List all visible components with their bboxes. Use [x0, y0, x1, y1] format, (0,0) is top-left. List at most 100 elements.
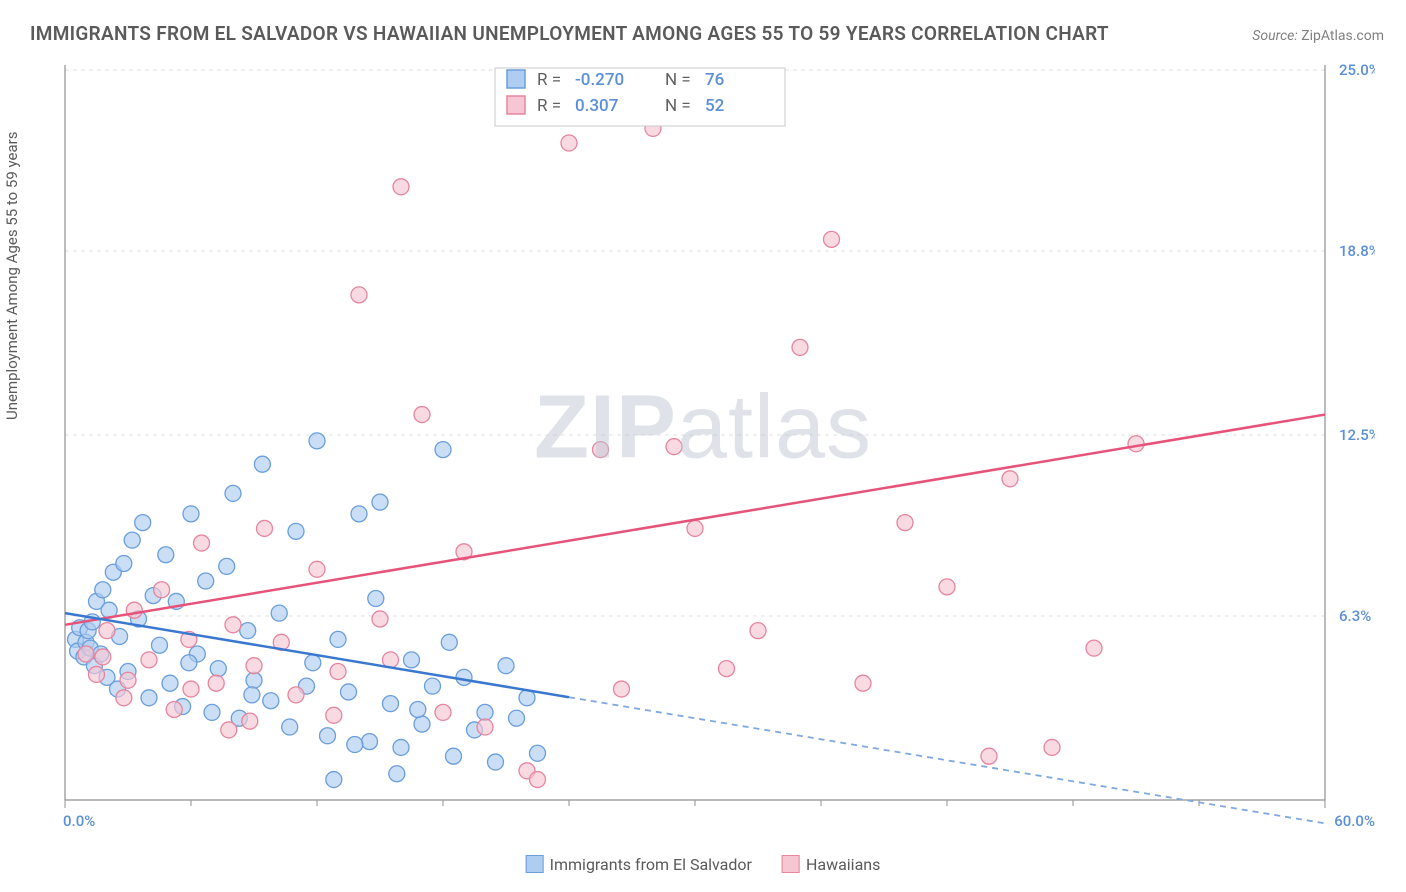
scatter-point — [1128, 436, 1144, 452]
scatter-point — [288, 687, 304, 703]
scatter-point — [666, 439, 682, 455]
scatter-point — [309, 433, 325, 449]
legend-swatch — [526, 855, 544, 873]
legend-n-value: 52 — [705, 96, 725, 116]
source-value: ZipAtlas.com — [1301, 28, 1384, 44]
scatter-point — [1044, 739, 1060, 755]
scatter-point — [135, 515, 151, 531]
scatter-point — [897, 515, 913, 531]
legend-swatch — [507, 70, 525, 88]
scatter-point — [530, 745, 546, 761]
legend-r-label: R = — [537, 70, 561, 90]
scatter-point — [477, 704, 493, 720]
scatter-point — [183, 681, 199, 697]
scatter-point — [254, 456, 270, 472]
scatter-point — [939, 579, 955, 595]
scatter-point — [1086, 640, 1102, 656]
trend-line-hawaiians — [65, 415, 1325, 625]
scatter-point — [141, 690, 157, 706]
scatter-point — [414, 716, 430, 732]
chart-title: IMMIGRANTS FROM EL SALVADOR VS HAWAIIAN … — [30, 22, 1109, 45]
scatter-point — [488, 754, 504, 770]
scatter-chart: 25.0%18.8%12.5%6.3%0.0%60.0%R =-0.270N =… — [55, 60, 1375, 840]
scatter-point — [326, 772, 342, 788]
legend-r-value: -0.270 — [575, 70, 624, 90]
legend-swatch — [507, 96, 525, 114]
scatter-point — [225, 485, 241, 501]
scatter-point — [855, 675, 871, 691]
scatter-point — [152, 637, 168, 653]
scatter-point — [824, 231, 840, 247]
scatter-point — [351, 287, 367, 303]
scatter-point — [441, 634, 457, 650]
scatter-point — [372, 611, 388, 627]
scatter-point — [351, 506, 367, 522]
legend-n-value: 76 — [705, 70, 724, 90]
scatter-point — [158, 547, 174, 563]
scatter-point — [330, 631, 346, 647]
scatter-point — [116, 690, 132, 706]
scatter-point — [208, 675, 224, 691]
scatter-point — [242, 713, 258, 729]
legend-item: Immigrants from El Salvador — [526, 855, 752, 874]
legend-swatch — [782, 855, 800, 873]
scatter-point — [120, 672, 136, 688]
scatter-point — [404, 652, 420, 668]
x-tick-label: 60.0% — [1334, 812, 1375, 830]
scatter-point — [593, 442, 609, 458]
scatter-point — [89, 666, 105, 682]
scatter-point — [288, 523, 304, 539]
scatter-point — [126, 602, 142, 618]
scatter-point — [320, 728, 336, 744]
scatter-point — [246, 672, 262, 688]
scatter-point — [614, 681, 630, 697]
scatter-point — [330, 664, 346, 680]
scatter-point — [240, 623, 256, 639]
scatter-point — [792, 339, 808, 355]
scatter-point — [687, 520, 703, 536]
scatter-point — [183, 506, 199, 522]
y-tick-label: 6.3% — [1339, 607, 1371, 625]
scatter-point — [204, 704, 220, 720]
x-tick-label: 0.0% — [63, 812, 95, 830]
scatter-point — [719, 661, 735, 677]
scatter-point — [530, 772, 546, 788]
scatter-point — [221, 722, 237, 738]
scatter-point — [116, 555, 132, 571]
scatter-point — [1002, 471, 1018, 487]
scatter-point — [561, 135, 577, 151]
scatter-point — [509, 710, 525, 726]
scatter-point — [246, 658, 262, 674]
scatter-point — [341, 684, 357, 700]
scatter-point — [456, 669, 472, 685]
scatter-point — [393, 179, 409, 195]
scatter-point — [124, 532, 140, 548]
scatter-point — [425, 678, 441, 694]
scatter-point — [372, 494, 388, 510]
scatter-point — [99, 623, 115, 639]
scatter-point — [95, 582, 111, 598]
scatter-point — [326, 707, 342, 723]
y-tick-label: 12.5% — [1339, 426, 1375, 444]
y-tick-label: 18.8% — [1339, 242, 1375, 260]
scatter-point — [309, 561, 325, 577]
y-axis-label: Unemployment Among Ages 55 to 59 years — [3, 132, 21, 420]
source-label: Source: — [1252, 28, 1297, 44]
source-attribution: Source: ZipAtlas.com — [1252, 28, 1384, 44]
scatter-point — [198, 573, 214, 589]
scatter-point — [410, 701, 426, 717]
scatter-point — [141, 652, 157, 668]
scatter-point — [271, 605, 287, 621]
legend-label: Immigrants from El Salvador — [550, 855, 752, 874]
legend-label: Hawaiians — [806, 855, 880, 874]
scatter-point — [362, 734, 378, 750]
scatter-point — [210, 661, 226, 677]
scatter-point — [162, 675, 178, 691]
legend-r-label: R = — [537, 96, 561, 116]
scatter-point — [181, 655, 197, 671]
scatter-point — [225, 617, 241, 633]
scatter-point — [393, 739, 409, 755]
scatter-point — [750, 623, 766, 639]
scatter-point — [389, 766, 405, 782]
legend-n-label: N = — [665, 70, 691, 90]
